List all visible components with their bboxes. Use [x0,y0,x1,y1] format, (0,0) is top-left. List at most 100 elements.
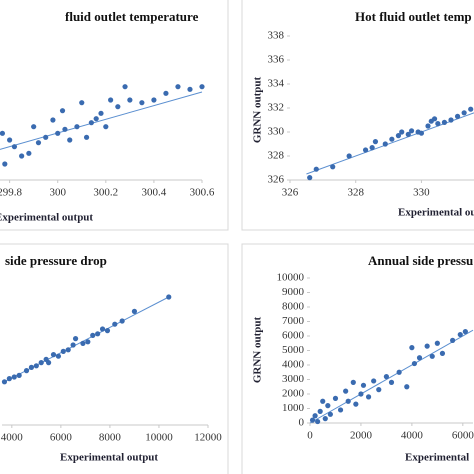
data-point [371,378,377,384]
data-point [199,84,205,90]
data-point [416,355,423,361]
data-point [429,353,435,359]
data-point [38,360,44,366]
data-point [80,340,86,346]
x-tick-label: 4000 [1,432,24,444]
data-point [309,417,316,423]
y-tick-label: 328 [268,150,285,162]
data-point [67,137,73,143]
y-tick-label: 1000 [282,402,305,414]
y-tick-label: 5000 [282,344,305,356]
x-tick-label: 299.8 [0,187,22,199]
data-point [74,124,80,130]
data-point [411,360,418,367]
data-point [59,108,66,114]
data-point [90,332,96,338]
y-tick-label: 9000 [282,286,305,298]
data-point [127,97,133,103]
data-point [343,388,349,394]
y-tick-label: 330 [268,126,285,138]
data-point [330,164,336,170]
data-point [395,133,402,139]
data-point [11,374,17,380]
y-axis-label: GRNN output [252,77,264,144]
data-point [131,308,138,314]
y-axis-label: GRNN output [252,317,264,384]
data-point [468,106,474,112]
data-point [425,123,431,129]
x-tick-label: 300.4 [142,187,167,199]
data-point [345,398,351,404]
data-point [360,382,367,388]
x-tick-label: 326 [282,187,299,199]
data-point [2,161,8,167]
data-point [396,369,402,375]
data-point [457,331,463,338]
y-tick-label: 10000 [277,272,305,284]
data-point [362,147,369,153]
data-point [431,116,438,122]
data-point [88,120,94,126]
data-point [139,100,145,106]
data-point [98,110,104,116]
data-point [62,126,68,132]
data-point [35,140,42,146]
y-tick-label: 334 [268,78,285,90]
data-point [70,342,76,348]
y-tick-label: 7000 [282,315,305,327]
data-point [320,398,326,404]
x-tick-label: 330 [413,187,430,199]
data-point [103,124,109,130]
x-tick-label: 0 [307,430,313,442]
data-point [382,141,388,147]
data-point [315,418,321,425]
data-point [332,395,339,401]
x-tick-label: 300.6 [190,187,215,199]
data-point [115,104,121,110]
data-point [376,387,382,393]
data-point [1,379,8,385]
data-point [108,97,114,103]
data-point [388,379,395,385]
data-point [408,128,415,134]
data-point [23,368,30,374]
data-point [404,384,410,390]
data-point [441,119,448,125]
data-point [327,411,333,417]
panel [0,0,229,231]
data-point [322,416,328,422]
data-point [383,374,390,380]
y-tick-label: 3000 [282,373,305,385]
data-point [28,364,35,370]
x-tick-label: 6000 [452,430,474,442]
panel [241,0,474,231]
data-point [350,379,356,385]
x-axis-label: Experimental outp [398,207,474,219]
data-point [346,153,352,159]
x-tick-label: 2000 [350,430,373,442]
data-point [50,352,57,358]
y-tick-label: 8000 [282,301,305,313]
data-point [166,294,172,300]
data-point [45,360,52,366]
data-point [16,372,22,378]
data-point [389,136,395,142]
data-point [439,350,446,356]
data-point [461,110,467,116]
data-point [424,343,430,349]
data-point [317,408,323,414]
trend-line [309,329,474,424]
data-point [83,134,90,140]
data-point [26,150,32,156]
chart-title: Hot fluid outlet temp [355,9,472,24]
x-tick-label: 4000 [401,430,424,442]
y-tick-label: 0 [299,417,305,429]
y-tick-label: 326 [268,174,285,186]
data-point [399,129,405,135]
data-point [55,130,61,136]
data-point [122,84,128,90]
data-point [43,134,49,140]
x-axis-label: Experimental output [0,212,93,224]
data-point [187,86,193,92]
